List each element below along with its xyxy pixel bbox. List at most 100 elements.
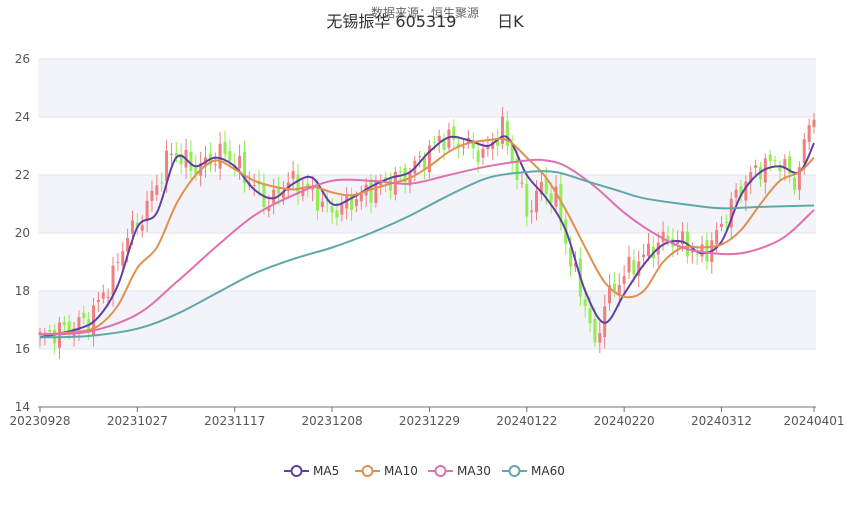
candle-body — [637, 261, 641, 276]
y-tick-label: 14 — [15, 400, 30, 414]
axes: 14 16 18 20 22 24 26 20230928 20231027 20231117 20… — [9, 52, 844, 428]
candle-body — [539, 181, 543, 195]
candle-body — [194, 166, 198, 175]
candle-body — [165, 150, 169, 182]
candle-body — [807, 124, 811, 142]
candle-body — [267, 206, 271, 211]
candle-body — [763, 158, 767, 183]
candle-body — [277, 187, 281, 194]
candle-body — [783, 159, 787, 169]
chart-title: 无锡振华 605319 日K — [326, 12, 524, 31]
y-tick-label: 20 — [15, 226, 30, 240]
candle-body — [695, 254, 699, 256]
candle-body — [67, 321, 71, 333]
plot-band — [38, 59, 816, 117]
candle-body — [608, 285, 612, 304]
candle-body — [559, 184, 563, 223]
candle-body — [354, 198, 358, 206]
candle-body — [569, 247, 573, 267]
candle-body — [583, 299, 587, 306]
y-tick-label: 22 — [15, 168, 30, 182]
ma60-line — [39, 170, 815, 339]
candle-body — [646, 243, 650, 257]
candle-body — [359, 192, 363, 202]
candle-body — [62, 321, 66, 326]
candle-body — [155, 185, 159, 195]
candle-body — [281, 191, 285, 199]
candle-body — [432, 141, 436, 143]
x-tick-label: 20240220 — [594, 414, 655, 428]
candle-body — [301, 188, 305, 197]
candle-body — [452, 126, 456, 140]
candle-body — [315, 188, 319, 211]
candle-body — [130, 220, 134, 234]
candle-body — [491, 141, 495, 150]
candle-body — [812, 119, 816, 128]
candle-body — [121, 251, 125, 266]
candle-body — [150, 190, 154, 201]
candle-body — [471, 140, 475, 149]
candle-body — [169, 153, 173, 155]
candle-body — [622, 276, 626, 284]
x-tick-label: 20231027 — [107, 414, 168, 428]
candle-body — [734, 189, 738, 198]
legend-ma30-marker — [434, 465, 447, 477]
candle-body — [350, 195, 354, 211]
candle-body — [593, 318, 597, 343]
candle-body — [418, 156, 422, 158]
candle-body — [291, 171, 295, 179]
candle-body — [530, 210, 534, 213]
candle-body — [369, 180, 373, 203]
candle-body — [442, 140, 446, 150]
candle-body — [427, 145, 431, 173]
candle-body — [437, 135, 441, 142]
x-tick-label: 20240122 — [496, 414, 557, 428]
candle-body — [705, 240, 709, 262]
candle-body — [617, 284, 621, 295]
candle-body — [330, 206, 334, 213]
candle-body — [213, 164, 217, 166]
candle-body — [773, 160, 777, 162]
candle-body — [749, 172, 753, 183]
y-tick-label: 26 — [15, 52, 30, 66]
y-tick-label: 16 — [15, 342, 30, 356]
legend: MA5 MA10 MA30 MA60 — [284, 464, 565, 478]
candle-body — [116, 261, 120, 263]
candle-body — [179, 154, 183, 165]
plot-band — [38, 291, 816, 349]
candle-body — [242, 151, 246, 184]
candle-body — [272, 189, 276, 204]
x-tick-label: 20231208 — [302, 414, 363, 428]
candle-body — [588, 308, 592, 324]
candle-body — [598, 333, 602, 343]
candle-body — [111, 265, 115, 296]
candle-body — [82, 312, 86, 319]
candle-body — [500, 116, 504, 144]
candle-body — [549, 193, 553, 203]
candle-body — [544, 178, 548, 194]
candle-body — [720, 223, 724, 227]
x-tick-label: 20240312 — [691, 414, 752, 428]
candle-body — [126, 237, 130, 252]
candle-body — [296, 174, 300, 195]
candle-body — [320, 201, 324, 207]
candle-body — [778, 165, 782, 172]
legend-ma30-label: MA30 — [457, 464, 491, 478]
candle-body — [486, 145, 490, 150]
candle-body — [189, 151, 193, 171]
candle-body — [174, 153, 178, 159]
candle-body — [223, 141, 227, 155]
candle-body — [661, 231, 665, 242]
legend-ma60-marker — [508, 465, 521, 477]
candle-body — [106, 296, 110, 298]
candle-body — [515, 159, 519, 180]
candle-body — [96, 299, 100, 302]
candle-body — [423, 157, 427, 169]
candle-body — [724, 222, 728, 224]
x-tick-label: 20240401 — [783, 414, 844, 428]
candle-body — [228, 151, 232, 161]
y-tick-label: 24 — [15, 110, 30, 124]
candle-body — [140, 225, 144, 231]
candle-body — [48, 329, 52, 332]
candle-body — [768, 154, 772, 161]
